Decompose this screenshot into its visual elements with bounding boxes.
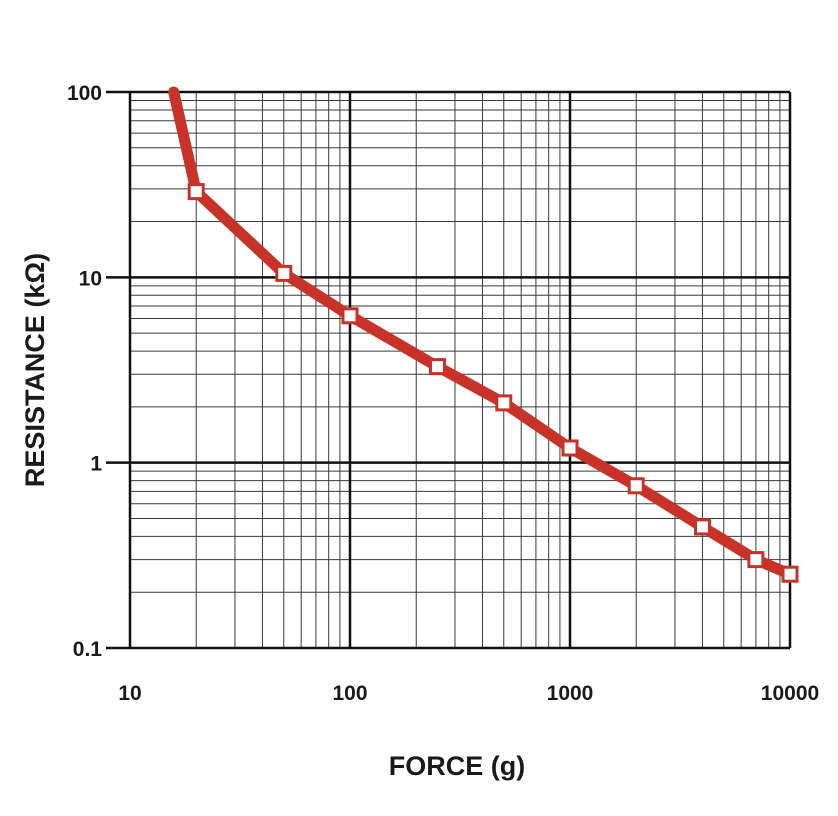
data-point-marker: [495, 394, 513, 412]
data-point-marker: [275, 264, 293, 282]
major-gridlines: [106, 90, 792, 650]
data-point-marker: [341, 307, 359, 325]
series-layer: [168, 86, 799, 583]
data-point-marker: [694, 518, 711, 536]
data-point-marker: [429, 358, 446, 376]
data-point-marker: [781, 565, 799, 583]
data-point-marker: [627, 477, 645, 495]
y-tick-label: 1: [90, 453, 102, 476]
data-point-marker: [747, 551, 765, 569]
x-tick-label: 100: [332, 682, 367, 705]
y-axis-title: RESISTANCE (kΩ): [20, 253, 50, 487]
x-tick-label: 10000: [761, 682, 819, 705]
tick-labels: 10 100 1000 10000 0.1 1 10 100: [67, 82, 819, 705]
x-axis-title: FORCE (g): [389, 751, 525, 781]
data-point-marker: [187, 183, 205, 201]
y-tick-label: 10: [79, 267, 102, 290]
minor-gridlines: [130, 92, 790, 648]
data-point-marker: [561, 439, 579, 457]
y-tick-label: 0.1: [73, 638, 103, 661]
y-tick-label: 100: [67, 82, 102, 105]
x-tick-label: 10: [118, 682, 141, 705]
x-tick-label: 1000: [547, 682, 594, 705]
